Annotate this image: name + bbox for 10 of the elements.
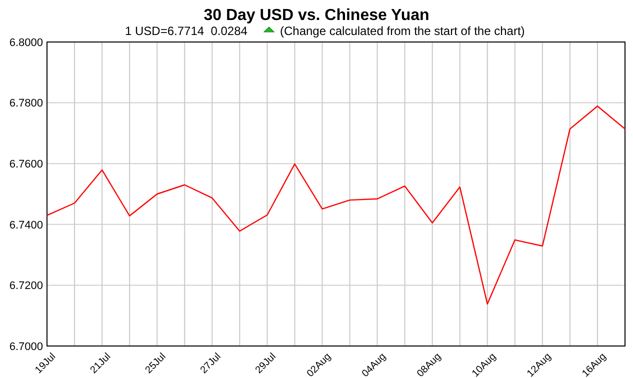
- y-tick-label: 6.7400: [9, 219, 43, 232]
- y-tick-label: 6.7200: [9, 280, 43, 292]
- y-tick-label: 6.7600: [9, 158, 43, 170]
- y-tick-label: 6.8000: [9, 36, 43, 49]
- line-series: [46, 106, 626, 305]
- chart-subtitle: 1 USD=6.7714 0.0284: [125, 24, 248, 38]
- y-tick-label: 6.7800: [9, 98, 43, 110]
- text: (Change calculated from the start of the chart): [280, 24, 525, 38]
- chart-title: 30 Day USD vs. Chinese Yuan: [204, 7, 430, 24]
- y-tick-label: 6.7000: [9, 340, 43, 353]
